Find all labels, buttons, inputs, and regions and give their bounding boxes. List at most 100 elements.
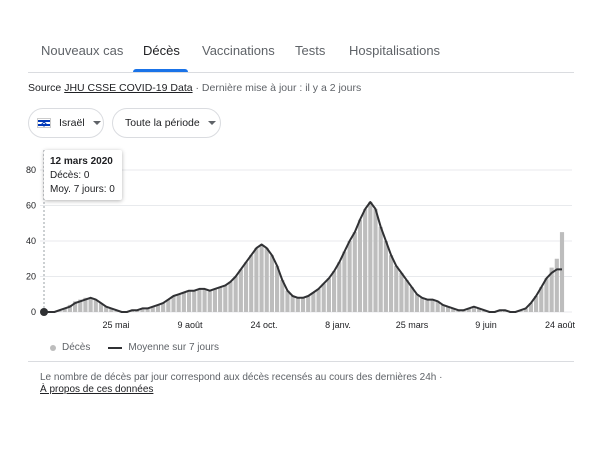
death-bar bbox=[466, 308, 471, 312]
death-bar bbox=[394, 265, 399, 312]
death-bar bbox=[347, 241, 352, 312]
y-tick-label: 40 bbox=[26, 236, 36, 246]
tab-tests[interactable]: Tests bbox=[295, 43, 326, 58]
death-bar bbox=[554, 258, 559, 312]
death-bar bbox=[223, 285, 228, 312]
x-tick-label: 9 juin bbox=[475, 320, 497, 330]
death-bar bbox=[388, 255, 394, 312]
death-bar bbox=[332, 271, 337, 312]
death-bar bbox=[295, 297, 300, 312]
death-bar bbox=[155, 304, 161, 312]
death-bar bbox=[342, 251, 347, 312]
death-bar bbox=[290, 296, 295, 312]
death-bar bbox=[254, 248, 259, 312]
death-bar bbox=[207, 290, 212, 312]
death-bar bbox=[259, 244, 264, 312]
israel-flag-icon bbox=[37, 118, 51, 128]
legend-bars-label: Décès bbox=[62, 342, 91, 353]
tooltip-date: 12 mars 2020 bbox=[50, 156, 113, 167]
death-bar bbox=[471, 306, 477, 312]
death-bar bbox=[311, 292, 316, 312]
death-bar bbox=[337, 262, 342, 312]
death-bar bbox=[378, 226, 383, 312]
death-bar bbox=[228, 281, 233, 312]
death-bar bbox=[104, 306, 109, 312]
tab-nouveaux-cas[interactable]: Nouveaux cas bbox=[41, 43, 124, 58]
death-bar bbox=[145, 308, 150, 312]
note-text: Le nombre de décès par jour correspond a… bbox=[40, 372, 437, 383]
death-bar bbox=[528, 303, 533, 312]
y-tick-label: 80 bbox=[26, 165, 36, 175]
death-bar bbox=[445, 306, 451, 312]
x-tick-label: 9 août bbox=[177, 320, 203, 330]
about-data-link[interactable]: À propos de ces données bbox=[40, 384, 154, 395]
death-bar bbox=[218, 287, 223, 312]
death-bar bbox=[62, 308, 67, 312]
country-select-value: Israël bbox=[59, 117, 85, 129]
source-link[interactable]: JHU CSSE COVID-19 Data bbox=[64, 82, 193, 94]
death-bar bbox=[399, 272, 404, 312]
death-bar bbox=[275, 265, 280, 312]
death-bar bbox=[238, 269, 243, 312]
death-bar bbox=[109, 308, 114, 312]
chart-legend: Décès Moyenne sur 7 jours bbox=[50, 342, 219, 353]
death-bar bbox=[316, 288, 321, 312]
death-bar bbox=[368, 201, 373, 312]
note-separator: · bbox=[439, 372, 443, 383]
tab-deces[interactable]: Décès bbox=[143, 43, 180, 58]
death-bar bbox=[243, 262, 249, 312]
death-bar bbox=[523, 308, 528, 312]
tab-hospitalisations[interactable]: Hospitalisations bbox=[349, 43, 441, 58]
death-bar bbox=[264, 248, 269, 312]
death-bar bbox=[306, 296, 311, 312]
death-bar bbox=[544, 278, 549, 312]
tab-bar: Nouveaux cas Décès Vaccinations Tests Ho… bbox=[28, 0, 574, 73]
death-bar bbox=[88, 297, 93, 312]
death-bar bbox=[440, 304, 445, 312]
x-tick-label: 8 janv. bbox=[325, 320, 351, 330]
death-bar bbox=[404, 280, 409, 312]
chevron-down-icon bbox=[207, 121, 216, 125]
death-bar bbox=[171, 296, 176, 312]
death-bar bbox=[280, 280, 285, 312]
death-bar bbox=[352, 232, 357, 312]
country-select[interactable]: Israël bbox=[28, 108, 104, 138]
death-bar bbox=[186, 290, 192, 312]
tab-vaccinations[interactable]: Vaccinations bbox=[202, 43, 275, 58]
death-bar bbox=[202, 288, 207, 312]
death-bar bbox=[233, 276, 238, 312]
death-bar bbox=[363, 209, 368, 312]
hover-point bbox=[40, 308, 48, 316]
death-bar bbox=[67, 304, 72, 312]
death-bar bbox=[383, 241, 388, 312]
death-bar bbox=[192, 290, 197, 312]
death-bar bbox=[78, 299, 83, 312]
death-bar bbox=[212, 288, 218, 312]
source-prefix: Source bbox=[28, 82, 62, 94]
period-select-value: Toute la période bbox=[125, 117, 200, 129]
legend-bar-swatch bbox=[50, 344, 56, 351]
death-bar bbox=[73, 301, 78, 312]
death-bar bbox=[161, 303, 166, 312]
y-tick-label: 0 bbox=[31, 307, 36, 317]
death-bar bbox=[285, 290, 290, 312]
death-bar bbox=[534, 296, 539, 312]
chart-tooltip: 12 mars 2020 Décès: 0 Moy. 7 jours: 0 bbox=[44, 150, 122, 200]
y-tick-label: 60 bbox=[26, 201, 36, 211]
deaths-chart[interactable]: 0 20 40 60 80 25 mai 9 août 24 oct. 8 janv. 25 ma… bbox=[0, 140, 600, 340]
seven-day-average-line bbox=[44, 201, 562, 313]
tooltip-deaths: Décès: 0 bbox=[50, 170, 90, 181]
death-bar bbox=[98, 303, 104, 312]
tooltip-average: Moy. 7 jours: 0 bbox=[50, 184, 115, 195]
death-bar bbox=[430, 299, 435, 312]
death-bar bbox=[321, 283, 326, 312]
active-tab-indicator bbox=[133, 69, 188, 72]
death-bar bbox=[197, 288, 202, 312]
death-bar bbox=[414, 294, 420, 312]
x-tick-label: 25 mars bbox=[396, 320, 429, 330]
death-bar bbox=[93, 299, 98, 312]
death-bar bbox=[150, 306, 155, 312]
period-select[interactable]: Toute la période bbox=[112, 108, 221, 138]
x-tick-label: 24 oct. bbox=[250, 320, 277, 330]
data-note: Le nombre de décès par jour correspond a… bbox=[28, 361, 574, 396]
